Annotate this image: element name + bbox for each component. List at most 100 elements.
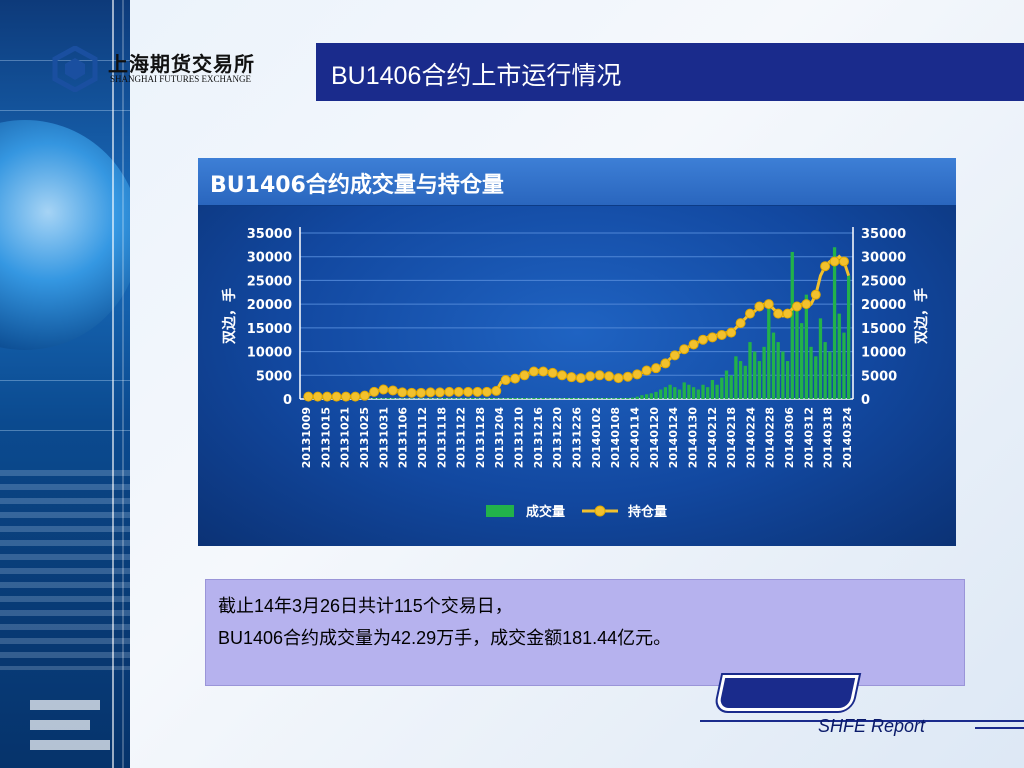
x-tick-label: 20131021 [339, 407, 352, 468]
y-tick-label-right: 25000 [861, 274, 906, 289]
volume-bar [532, 398, 536, 399]
slide-title: BU1406合约上市运行情况 [331, 62, 622, 90]
open-interest-point [312, 391, 323, 402]
open-interest-point [406, 387, 417, 398]
volume-bar [616, 398, 621, 399]
open-interest-point [369, 386, 380, 397]
volume-bar [800, 323, 804, 399]
open-interest-point [632, 369, 643, 380]
volume-bar [809, 346, 813, 399]
open-interest-point [604, 371, 615, 382]
volume-bar [522, 398, 527, 399]
open-interest-point [622, 371, 633, 382]
volume-bar [663, 387, 668, 399]
title-bar: BU1406合约上市运行情况 [316, 43, 1024, 101]
open-interest-point [510, 373, 521, 384]
shfe-logo: 上海期货交易所 SHANGHAI FUTURES EXCHANGE [52, 42, 267, 94]
open-interest-point [773, 308, 784, 319]
volume-bar [649, 393, 653, 399]
volume-bar [391, 398, 395, 399]
x-tick-label: 20131015 [319, 407, 332, 468]
volume-bar [832, 247, 837, 399]
volume-bar [790, 251, 794, 399]
volume-bar [753, 351, 757, 399]
open-interest-point [791, 301, 802, 312]
x-tick-label: 20131204 [493, 407, 506, 469]
volume-bar [442, 398, 447, 399]
volume-bar [499, 398, 503, 399]
open-interest-point [613, 373, 624, 384]
volume-bar [504, 398, 508, 399]
x-tick-label: 20140120 [648, 407, 661, 469]
volume-bar [452, 398, 456, 399]
volume-bar [710, 380, 715, 399]
volume-bar [447, 398, 451, 399]
open-interest-point [387, 385, 398, 396]
volume-bar [489, 398, 494, 399]
chart-svg: 0 0 5000 5000 10000 10000 15000 15000 20000 20000… [221, 227, 930, 520]
open-interest-point [744, 308, 755, 319]
x-tick-label: 20140102 [590, 407, 603, 468]
open-interest-point [538, 366, 549, 377]
open-interest-point [782, 308, 793, 319]
volume-bar [593, 398, 597, 399]
x-tick-label: 20131031 [377, 407, 390, 468]
x-tick-label: 20131216 [532, 407, 545, 469]
volume-bar [781, 351, 785, 399]
x-tick-label: 20131122 [455, 407, 468, 468]
open-interest-point [500, 375, 511, 386]
open-interest-point [735, 318, 746, 329]
volume-bar [569, 398, 574, 399]
x-tick-label: 20140324 [841, 407, 854, 469]
open-interest-point [651, 363, 662, 374]
open-interest-point [350, 391, 361, 402]
volume-bar [555, 398, 560, 399]
volume-bar [668, 384, 672, 399]
x-tick-label: 20140130 [686, 407, 699, 469]
y-tick-label-left: 20000 [247, 298, 292, 313]
open-interest-point [491, 385, 502, 396]
y-tick-label-right: 5000 [861, 369, 897, 384]
chart-title: BU1406合约成交量与持仓量 [210, 173, 504, 198]
volume-bar [612, 398, 616, 399]
globe-graphic [0, 120, 130, 350]
open-interest-point [707, 332, 718, 343]
volume-bar [687, 384, 691, 399]
x-tick-label: 20131009 [300, 407, 313, 468]
volume-bar [847, 275, 851, 399]
open-interest-point [669, 350, 680, 361]
open-interest-point [331, 391, 342, 402]
volume-bar [485, 398, 489, 399]
volume-bar [630, 397, 635, 399]
volume-bar [818, 318, 823, 399]
volume-bar [311, 398, 315, 399]
footer-label: SHFE Report [818, 716, 926, 736]
volume-bar [776, 342, 780, 399]
legend-oi-marker [594, 505, 606, 517]
open-interest-point [416, 387, 427, 398]
x-tick-label: 20140108 [609, 407, 622, 468]
y-tick-label-right: 15000 [861, 322, 906, 337]
open-interest-point [481, 386, 492, 397]
open-interest-point [820, 261, 831, 272]
x-tick-label: 20131128 [474, 407, 487, 468]
volume-bar [626, 398, 630, 399]
x-tick-label: 20131210 [513, 407, 526, 469]
x-tick-label: 20140318 [822, 407, 835, 468]
footer-line [700, 720, 1024, 722]
x-tick-label: 20140114 [628, 407, 641, 469]
volume-bar [734, 356, 738, 399]
volume-bar [607, 398, 611, 399]
volume-bar [475, 398, 480, 399]
open-interest-point [829, 256, 840, 267]
volume-bar [377, 398, 381, 399]
open-interest-point [303, 391, 314, 402]
volume-bar [513, 398, 517, 399]
x-tick-label: 20140124 [667, 407, 680, 469]
y-tick-label-right: 10000 [861, 346, 906, 361]
chart-header: BU1406合约成交量与持仓量 [198, 158, 956, 206]
x-tick-label: 20131106 [397, 407, 410, 469]
volume-bar [738, 361, 743, 399]
volume-bar [480, 398, 484, 399]
open-interest-point [660, 358, 671, 369]
